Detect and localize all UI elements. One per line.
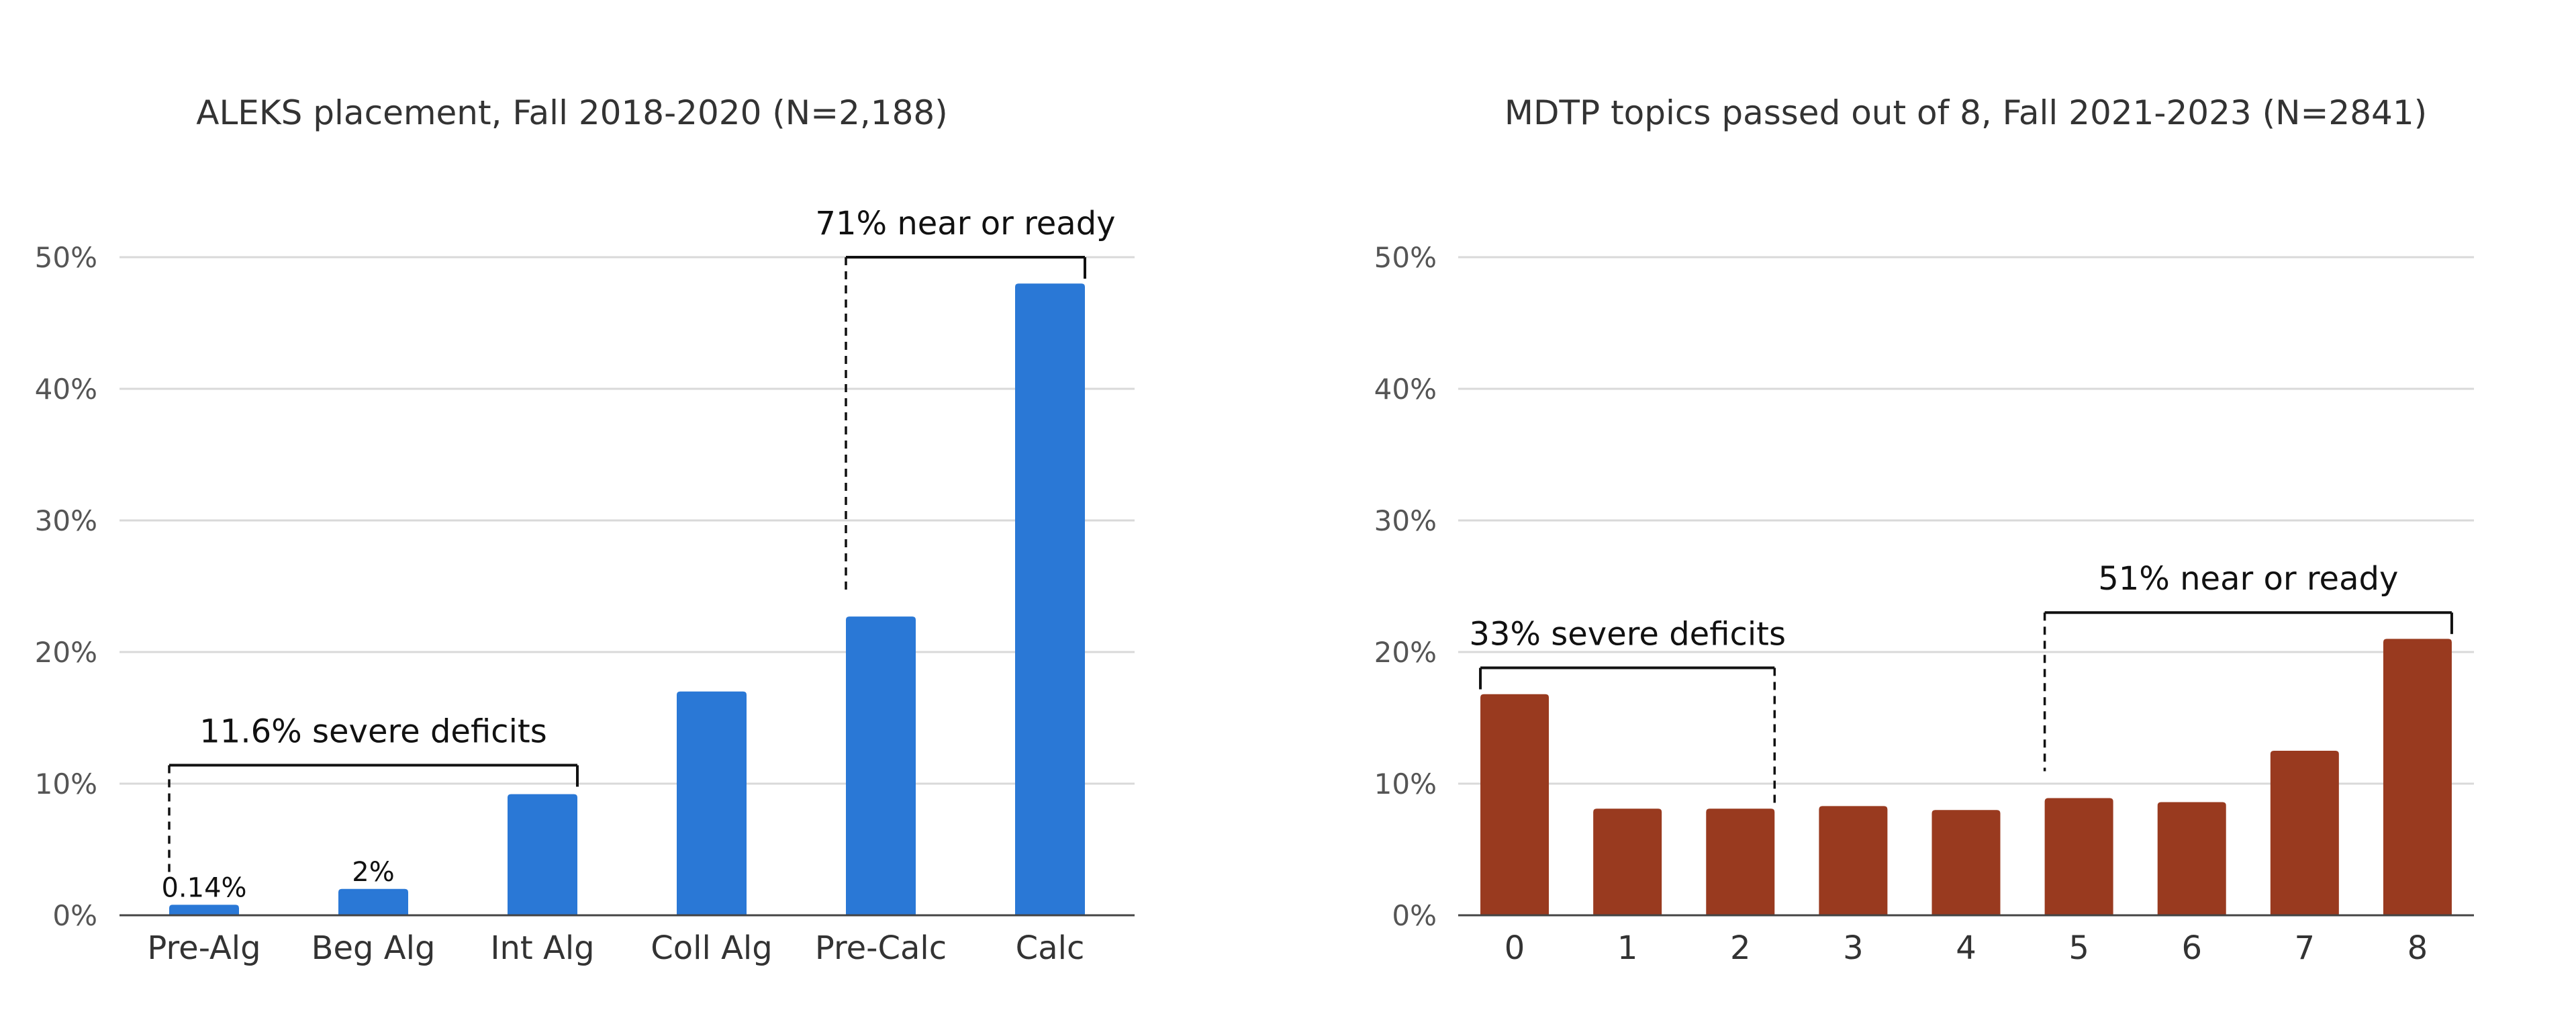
x-tick-label: 0 [1505,929,1525,967]
bracket-label: 71% near or ready [815,205,1115,242]
bar-coll-alg [677,691,747,915]
y-tick-label: 50% [1374,241,1437,274]
bar-8 [2383,639,2452,915]
x-tick-label: 7 [2295,929,2316,967]
y-tick-label: 30% [1374,504,1437,537]
bar-int-alg [508,794,577,915]
y-tick-label: 0% [52,899,97,932]
chart-title: ALEKS placement, Fall 2018-2020 (N=2,188… [196,93,948,132]
bar-2 [1706,809,1775,915]
bracket-label: 51% near or ready [2098,560,2398,598]
x-tick-label: 1 [1617,929,1638,967]
bar-7 [2270,751,2339,915]
bar-pre-alg [169,905,239,915]
x-tick-label: 3 [1843,929,1864,967]
y-tick-label: 10% [35,768,97,800]
x-tick-label: Beg Alg [312,929,436,967]
y-tick-label: 30% [35,504,97,537]
x-tick-label: Pre-Calc [815,929,947,967]
x-tick-label: Int Alg [490,929,594,967]
bar-5 [2044,798,2113,915]
data-label: 2% [352,857,394,888]
y-tick-label: 20% [1374,636,1437,669]
chart-title: MDTP topics passed out of 8, Fall 2021-2… [1505,93,2427,132]
y-tick-label: 10% [1374,768,1437,800]
x-tick-label: 4 [1956,929,1976,967]
x-tick-label: 8 [2407,929,2428,967]
y-tick-label: 20% [35,636,97,669]
x-tick-label: Coll Alg [651,929,772,967]
bar-pre-calc [846,616,916,915]
bracket-label: 33% severe deficits [1469,616,1786,653]
bar-6 [2157,802,2226,915]
x-tick-label: 5 [2068,929,2089,967]
x-tick-label: 6 [2181,929,2202,967]
y-tick-label: 40% [35,373,97,406]
bar-4 [1931,810,2001,915]
bar-0 [1480,694,1549,915]
bar-1 [1593,809,1662,915]
y-tick-label: 0% [1392,899,1437,932]
x-tick-label: Pre-Alg [147,929,260,967]
bar-beg-alg [338,888,408,915]
bracket-label: 11.6% severe deficits [199,713,546,751]
x-tick-label: 2 [1730,929,1751,967]
y-tick-label: 50% [35,241,97,274]
bar-calc [1015,283,1085,915]
bar-3 [1819,806,1888,915]
y-tick-label: 40% [1374,373,1437,406]
x-tick-label: Calc [1016,929,1085,967]
data-label: 0.14% [161,872,246,903]
